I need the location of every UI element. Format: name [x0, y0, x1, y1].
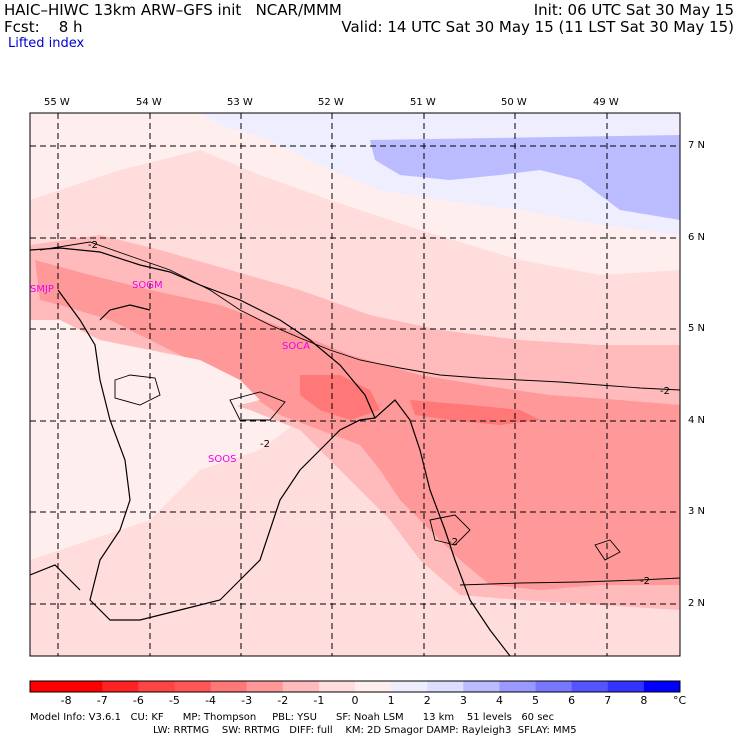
- station-label: SOCA: [282, 341, 310, 352]
- colorbar-swatch: [391, 681, 428, 692]
- station-label: SOOS: [208, 454, 236, 465]
- lat-label: 3 N: [688, 506, 706, 517]
- colorbar-swatch: [66, 681, 103, 692]
- model-info-line2: LW: RRTMG SW: RRTMG DIFF: full KM: 2D Sm…: [153, 725, 577, 736]
- colorbar-swatch: [463, 681, 500, 692]
- contour-label: -2: [448, 537, 458, 548]
- colorbar-unit: °C: [673, 694, 687, 707]
- contour-label: -2: [640, 576, 650, 587]
- colorbar-swatch: [607, 681, 645, 692]
- lat-label: 5 N: [688, 323, 706, 334]
- pink-core-5: [410, 400, 540, 425]
- lat-label: 2 N: [688, 598, 706, 609]
- valid-time: Valid: 14 UTC Sat 30 May 15 (11 LST Sat …: [341, 18, 734, 36]
- colorbar-tick-label: 6: [568, 694, 576, 707]
- map-frame: [29, 112, 681, 657]
- lon-label: 52 W: [318, 97, 344, 108]
- colorbar-tick-label: -8: [60, 694, 72, 707]
- colorbar-tick-label: 0: [351, 694, 359, 707]
- colorbar-swatch: [643, 681, 681, 692]
- colorbar-tick-label: 2: [423, 694, 431, 707]
- lon-label: 54 W: [136, 97, 162, 108]
- lon-label: 53 W: [227, 97, 253, 108]
- colorbar-swatch: [282, 681, 320, 692]
- init-time: Init: 06 UTC Sat 30 May 15: [533, 1, 734, 19]
- pink-core-4: [300, 375, 380, 420]
- lon-label: 50 W: [501, 97, 527, 108]
- colorbar-tick-label: 5: [532, 694, 540, 707]
- lifted-index-field: [30, 113, 680, 656]
- colorbar-tick-label: -2: [277, 694, 289, 707]
- station-label: SMJP: [30, 284, 54, 295]
- colorbar-tick-label: 8: [640, 694, 648, 707]
- model-info-line1: Model Info: V3.6.1 CU: KF MP: Thompson P…: [30, 712, 555, 723]
- colorbar-tick-label: -4: [205, 694, 217, 707]
- contour-label: -2: [660, 386, 670, 397]
- lon-label: 49 W: [593, 97, 619, 108]
- field-name: Lifted index: [8, 36, 85, 51]
- colorbar-swatch: [102, 681, 139, 692]
- colorbar-swatch: [174, 681, 212, 692]
- colorbar-tick-label: 7: [604, 694, 612, 707]
- colorbar-tick-label: 1: [387, 694, 395, 707]
- colorbar: [29, 680, 681, 693]
- pale-area-2: [30, 400, 80, 500]
- contour-minus-2: [39, 241, 680, 586]
- lat-label: 4 N: [688, 415, 706, 426]
- colorbar-tick-label: 3: [459, 694, 467, 707]
- blue-region-core: [370, 135, 680, 220]
- colorbar-swatch: [138, 681, 175, 692]
- coastline-borders: [30, 247, 511, 656]
- pink-band-3: [35, 260, 680, 590]
- colorbar-swatch: [499, 681, 537, 692]
- contour-label: -2: [260, 439, 270, 450]
- lat-label: 7 N: [688, 140, 706, 151]
- pale-area-1: [95, 340, 260, 420]
- contour-label: -2: [88, 240, 98, 251]
- station-label: SOGM: [132, 280, 163, 291]
- colorbar-tick-label: -7: [96, 694, 108, 707]
- colorbar-tick-label: -3: [241, 694, 253, 707]
- model-title: HAIC–HIWC 13km ARW–GFS init NCAR/MMM: [4, 1, 342, 19]
- lon-label: 51 W: [410, 97, 436, 108]
- colorbar-swatch: [318, 681, 356, 692]
- colorbar-tick-label: 4: [495, 694, 503, 707]
- colorbar-swatch: [535, 681, 573, 692]
- colorbar-tick-label: -1: [313, 694, 325, 707]
- colorbar-tick-label: -6: [132, 694, 144, 707]
- forecast-hour: Fcst: 8 h: [4, 18, 83, 36]
- colorbar-tick-label: -5: [168, 694, 180, 707]
- colorbar-swatch: [246, 681, 284, 692]
- colorbar-swatch: [355, 681, 392, 692]
- colorbar-frame: [29, 680, 681, 693]
- colorbar-swatch: [210, 681, 248, 692]
- colorbar-swatch: [30, 681, 67, 692]
- lat-lon-grid: [30, 113, 680, 656]
- lat-label: 6 N: [688, 232, 706, 243]
- colorbar-swatch: [571, 681, 609, 692]
- colorbar-swatch: [427, 681, 464, 692]
- lon-label: 55 W: [44, 97, 70, 108]
